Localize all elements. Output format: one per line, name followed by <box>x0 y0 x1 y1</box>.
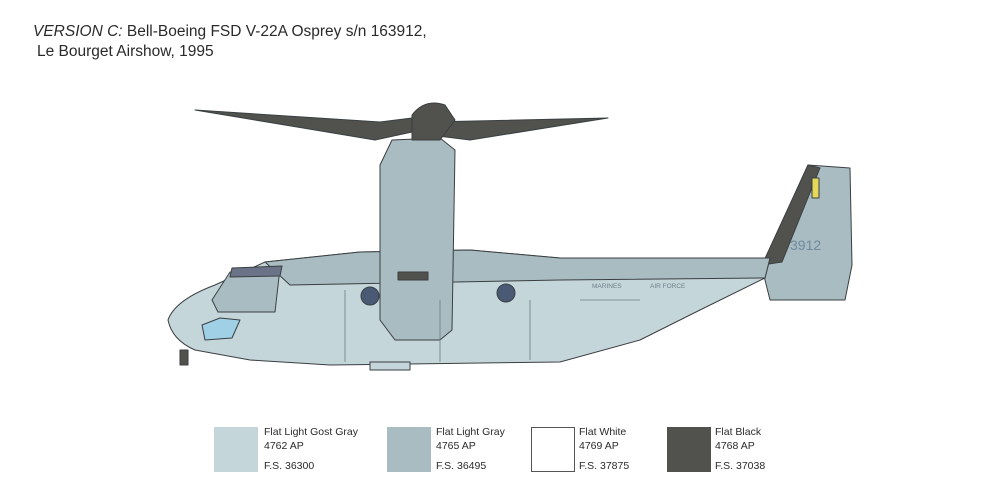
color-fs: F.S. 37038 <box>715 460 766 472</box>
legend-item-1: Flat Light Gost Gray 4762 AP F.S. 36300 <box>264 425 358 473</box>
rotor-blade-right <box>429 117 609 141</box>
nose-gear <box>179 349 189 366</box>
cockpit-window <box>211 267 281 313</box>
lower-window <box>201 317 241 341</box>
color-name: Flat White <box>579 426 627 438</box>
roundel-right <box>496 283 516 303</box>
engine-nacelle <box>379 137 456 341</box>
version-title: VERSION C: Bell-Boeing FSD V-22A Osprey … <box>33 22 427 62</box>
fuselage-marking-right: AIR FORCE <box>650 283 686 290</box>
swatch-light-ghost-gray <box>214 427 258 472</box>
color-name: Flat Black <box>715 426 762 438</box>
color-fs: F.S. 36300 <box>264 460 315 472</box>
rotor-hub <box>411 102 456 141</box>
version-label: VERSION C: <box>33 23 123 40</box>
color-fs: F.S. 36495 <box>436 460 487 472</box>
fuselage-marking-left: MARINES <box>592 283 622 290</box>
legend-item-2: Flat Light Gray 4765 AP F.S. 36495 <box>436 425 505 473</box>
legend-item-4: Flat Black 4768 AP F.S. 37038 <box>715 425 765 473</box>
color-name: Flat Light Gray <box>436 426 505 438</box>
legend-item-3: Flat White 4769 AP F.S. 37875 <box>579 425 629 473</box>
tail-yellow-light <box>811 177 820 199</box>
main-gear <box>369 361 411 371</box>
cockpit-window-top <box>229 265 283 278</box>
roundel-left <box>360 286 380 306</box>
swatch-black <box>667 427 711 472</box>
color-code: 4769 AP <box>579 440 619 452</box>
intake <box>397 271 429 281</box>
color-code: 4768 AP <box>715 440 755 452</box>
color-code: 4765 AP <box>436 440 476 452</box>
title-line-1: VERSION C: Bell-Boeing FSD V-22A Osprey … <box>33 22 427 42</box>
aircraft-name: Bell-Boeing FSD V-22A Osprey s/n 163912, <box>122 23 427 40</box>
tail-number: 3912 <box>790 237 821 253</box>
rotor-blade-left <box>194 109 413 141</box>
title-line-2: Le Bourget Airshow, 1995 <box>37 43 214 60</box>
tail-black-leading-edge <box>761 164 821 266</box>
swatch-white <box>531 427 575 472</box>
color-code: 4762 AP <box>264 440 304 452</box>
color-fs: F.S. 37875 <box>579 460 630 472</box>
color-name: Flat Light Gost Gray <box>264 426 358 438</box>
swatch-light-gray <box>387 427 431 472</box>
